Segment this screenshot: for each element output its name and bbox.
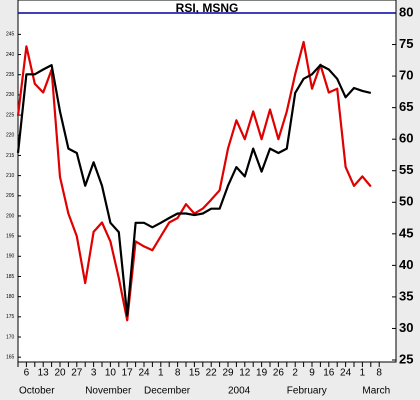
y2-tick-label: 230 — [6, 92, 15, 98]
y-tick-label: 25 — [399, 351, 413, 366]
y2-tick-label: 225 — [6, 112, 15, 118]
x-tick-label: 2 — [292, 368, 298, 379]
x-tick-label: 22 — [206, 368, 218, 379]
y2-tick-label: 205 — [6, 193, 15, 199]
x-tick-label: 9 — [309, 368, 315, 379]
x-tick-label: 6 — [24, 368, 30, 379]
month-label: November — [85, 386, 132, 397]
x-tick-label: 16 — [323, 368, 335, 379]
month-label: December — [144, 386, 191, 397]
month-label: February — [287, 386, 327, 397]
y2-tick-label: 165 — [6, 355, 15, 361]
y-tick-label: 50 — [399, 194, 413, 209]
x-tick-label: 13 — [38, 368, 50, 379]
x-tick-label: 3 — [91, 368, 97, 379]
y-tick-label: 40 — [399, 257, 413, 272]
y-tick-label: 60 — [399, 131, 413, 146]
y2-tick-label: 190 — [6, 254, 15, 260]
y2-tick-label: 210 — [6, 173, 15, 179]
y-tick-label: 55 — [399, 162, 413, 177]
series-line — [16, 40, 372, 322]
x-tick-label: 17 — [122, 368, 134, 379]
x-tick-label: 1 — [360, 368, 366, 379]
y2-tick-label: 170 — [6, 334, 15, 340]
y-tick-label: 65 — [399, 99, 413, 114]
y2-tick-label: 195 — [6, 233, 15, 239]
y-tick-label: 35 — [399, 288, 413, 303]
month-label: March — [362, 386, 390, 397]
x-tick-label: 24 — [138, 368, 150, 379]
y-tick-label: 80 — [399, 4, 413, 19]
x-tick-label: 8 — [175, 368, 181, 379]
x-tick-label: 19 — [256, 368, 268, 379]
y2-tick-label: 200 — [6, 213, 15, 219]
y2-tick-label: 185 — [6, 274, 15, 280]
chart-title: RSI, MSNG — [176, 1, 239, 15]
y2-tick-label: 220 — [6, 133, 15, 139]
x-tick-label: 29 — [222, 368, 234, 379]
x-tick-label: 15 — [189, 368, 201, 379]
month-label: October — [19, 386, 55, 397]
y-tick-label: 30 — [399, 320, 413, 335]
x-tick-label: 27 — [71, 368, 83, 379]
series-line — [16, 63, 372, 317]
y2-tick-label: 175 — [6, 314, 15, 320]
plot-area — [17, 0, 397, 363]
month-label: 2004 — [228, 386, 251, 397]
x-tick-label: 20 — [54, 368, 66, 379]
y2-tick-label: 180 — [6, 294, 15, 300]
y-tick-label: 45 — [399, 225, 413, 240]
y2-tick-label: 245 — [6, 32, 15, 38]
x-tick-label: 8 — [376, 368, 382, 379]
y2-tick-label: 235 — [6, 72, 15, 78]
x-tick-label: 1 — [158, 368, 164, 379]
x-tick-label: 24 — [340, 368, 352, 379]
x-tick-label: 12 — [239, 368, 251, 379]
y-tick-label: 70 — [399, 68, 413, 83]
x-tick-label: 26 — [273, 368, 285, 379]
x-tick-label: 10 — [105, 368, 117, 379]
y-tick-label: 75 — [399, 36, 413, 51]
y2-tick-label: 240 — [6, 52, 15, 58]
y2-tick-label: 215 — [6, 153, 15, 159]
